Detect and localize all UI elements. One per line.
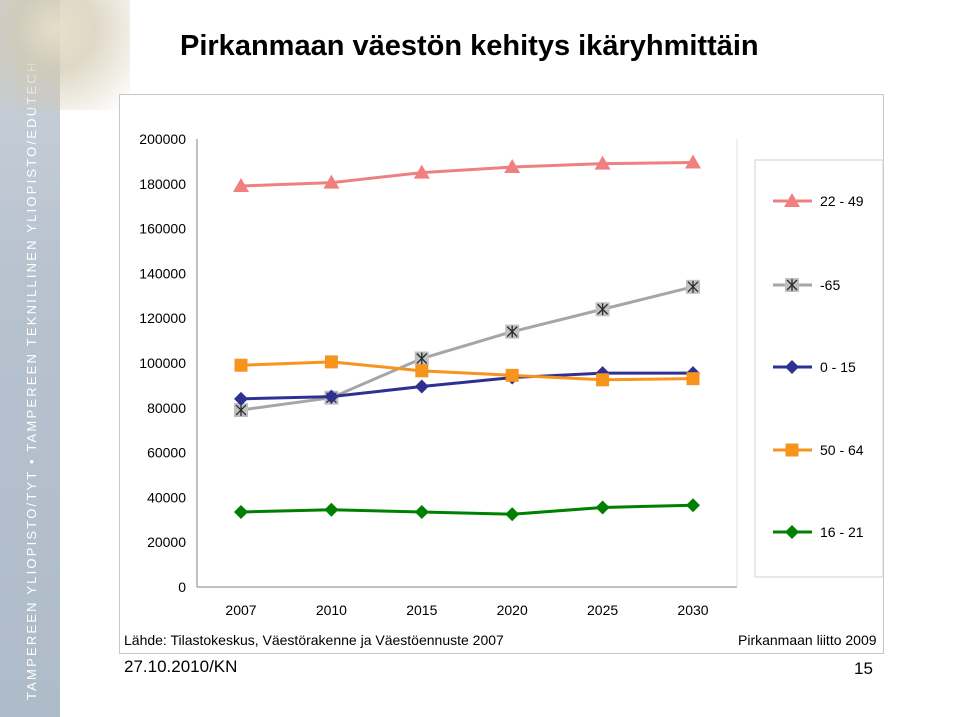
data-point [234, 391, 248, 406]
data-point [414, 379, 429, 394]
data-point [324, 502, 339, 517]
data-point [505, 324, 520, 339]
legend-label: -65 [820, 277, 840, 293]
legend-marker-glyph [786, 279, 798, 291]
data-point-glyph [235, 404, 247, 417]
legend-item: 0 - 15 [773, 359, 856, 375]
data-point [414, 351, 429, 366]
x-tick-label: 2030 [677, 602, 708, 618]
legend-item: 22 - 49 [773, 193, 864, 209]
series-4 [234, 498, 700, 522]
y-tick-label: 200000 [139, 131, 186, 147]
data-point [686, 372, 700, 386]
data-point [234, 504, 248, 519]
y-tick-label: 0 [178, 579, 186, 595]
series-line [240, 503, 694, 516]
legend-item: 50 - 64 [773, 442, 864, 458]
legend: 22 - 49 -65 0 - 15 50 - 64 16 - 21 [754, 159, 884, 578]
slide-date: 27.10.2010/KN [124, 657, 238, 676]
legend-label: 50 - 64 [820, 442, 864, 458]
y-tick-label: 20000 [147, 534, 186, 550]
credit-note: Pirkanmaan liitto 2009 [738, 632, 877, 648]
series-line [240, 285, 694, 412]
data-point [233, 178, 249, 193]
decorative-emblem [0, 0, 130, 110]
data-point [596, 373, 610, 387]
legend-marker [785, 278, 799, 292]
data-point [234, 403, 248, 418]
y-tick-label: 80000 [147, 400, 186, 416]
x-tick-label: 2015 [406, 602, 437, 618]
y-tick-label: 140000 [139, 265, 186, 281]
data-point [595, 302, 610, 317]
y-tick-label: 180000 [139, 176, 186, 192]
source-note: Lähde: Tilastokeskus, Väestörakenne ja V… [124, 632, 504, 648]
data-point [414, 504, 429, 519]
data-point [415, 364, 429, 378]
page-number: 15 [854, 659, 873, 678]
data-point [685, 154, 701, 169]
series-line [240, 371, 693, 401]
data-point [234, 358, 248, 372]
data-point [686, 498, 700, 513]
x-tick-label: 2007 [225, 602, 256, 618]
series-line [240, 161, 694, 188]
legend-label: 0 - 15 [820, 359, 856, 375]
x-tick-label: 2025 [587, 602, 618, 618]
data-point [595, 500, 610, 515]
data-point-glyph [597, 303, 609, 316]
data-point [324, 355, 338, 369]
legend-marker [785, 443, 799, 457]
legend-label: 22 - 49 [820, 193, 864, 209]
data-point [413, 164, 430, 179]
data-point [324, 389, 339, 404]
y-tick-label: 160000 [139, 221, 186, 237]
legend-item: 16 - 21 [773, 524, 864, 540]
data-point-glyph [506, 325, 518, 338]
legend-item: -65 [773, 277, 840, 293]
legend-label: 16 - 21 [820, 524, 864, 540]
y-tick-label: 120000 [139, 310, 186, 326]
x-tick-label: 2020 [497, 602, 528, 618]
series-line [240, 360, 694, 382]
data-point [686, 279, 700, 294]
slide-title: Pirkanmaan väestön kehitys ikäryhmittäin [180, 30, 759, 62]
x-tick-label: 2010 [316, 602, 347, 618]
y-tick-label: 40000 [147, 489, 186, 505]
data-point-glyph [416, 352, 428, 365]
series-3 [234, 355, 700, 387]
data-point-glyph [687, 280, 699, 293]
sidebar-banner: TAMPEREEN YLIOPISTO/TYT • TAMPEREEN TEKN… [0, 0, 60, 717]
data-point [323, 174, 340, 189]
y-tick-label: 60000 [147, 445, 186, 461]
data-point [505, 368, 519, 382]
data-point [594, 155, 611, 170]
series-0 [233, 154, 701, 193]
legend-marker [785, 360, 799, 374]
legend-marker [785, 525, 799, 539]
legend-marker [784, 193, 800, 207]
data-point [505, 507, 520, 522]
y-tick-label: 100000 [139, 355, 186, 371]
data-point [504, 159, 521, 173]
